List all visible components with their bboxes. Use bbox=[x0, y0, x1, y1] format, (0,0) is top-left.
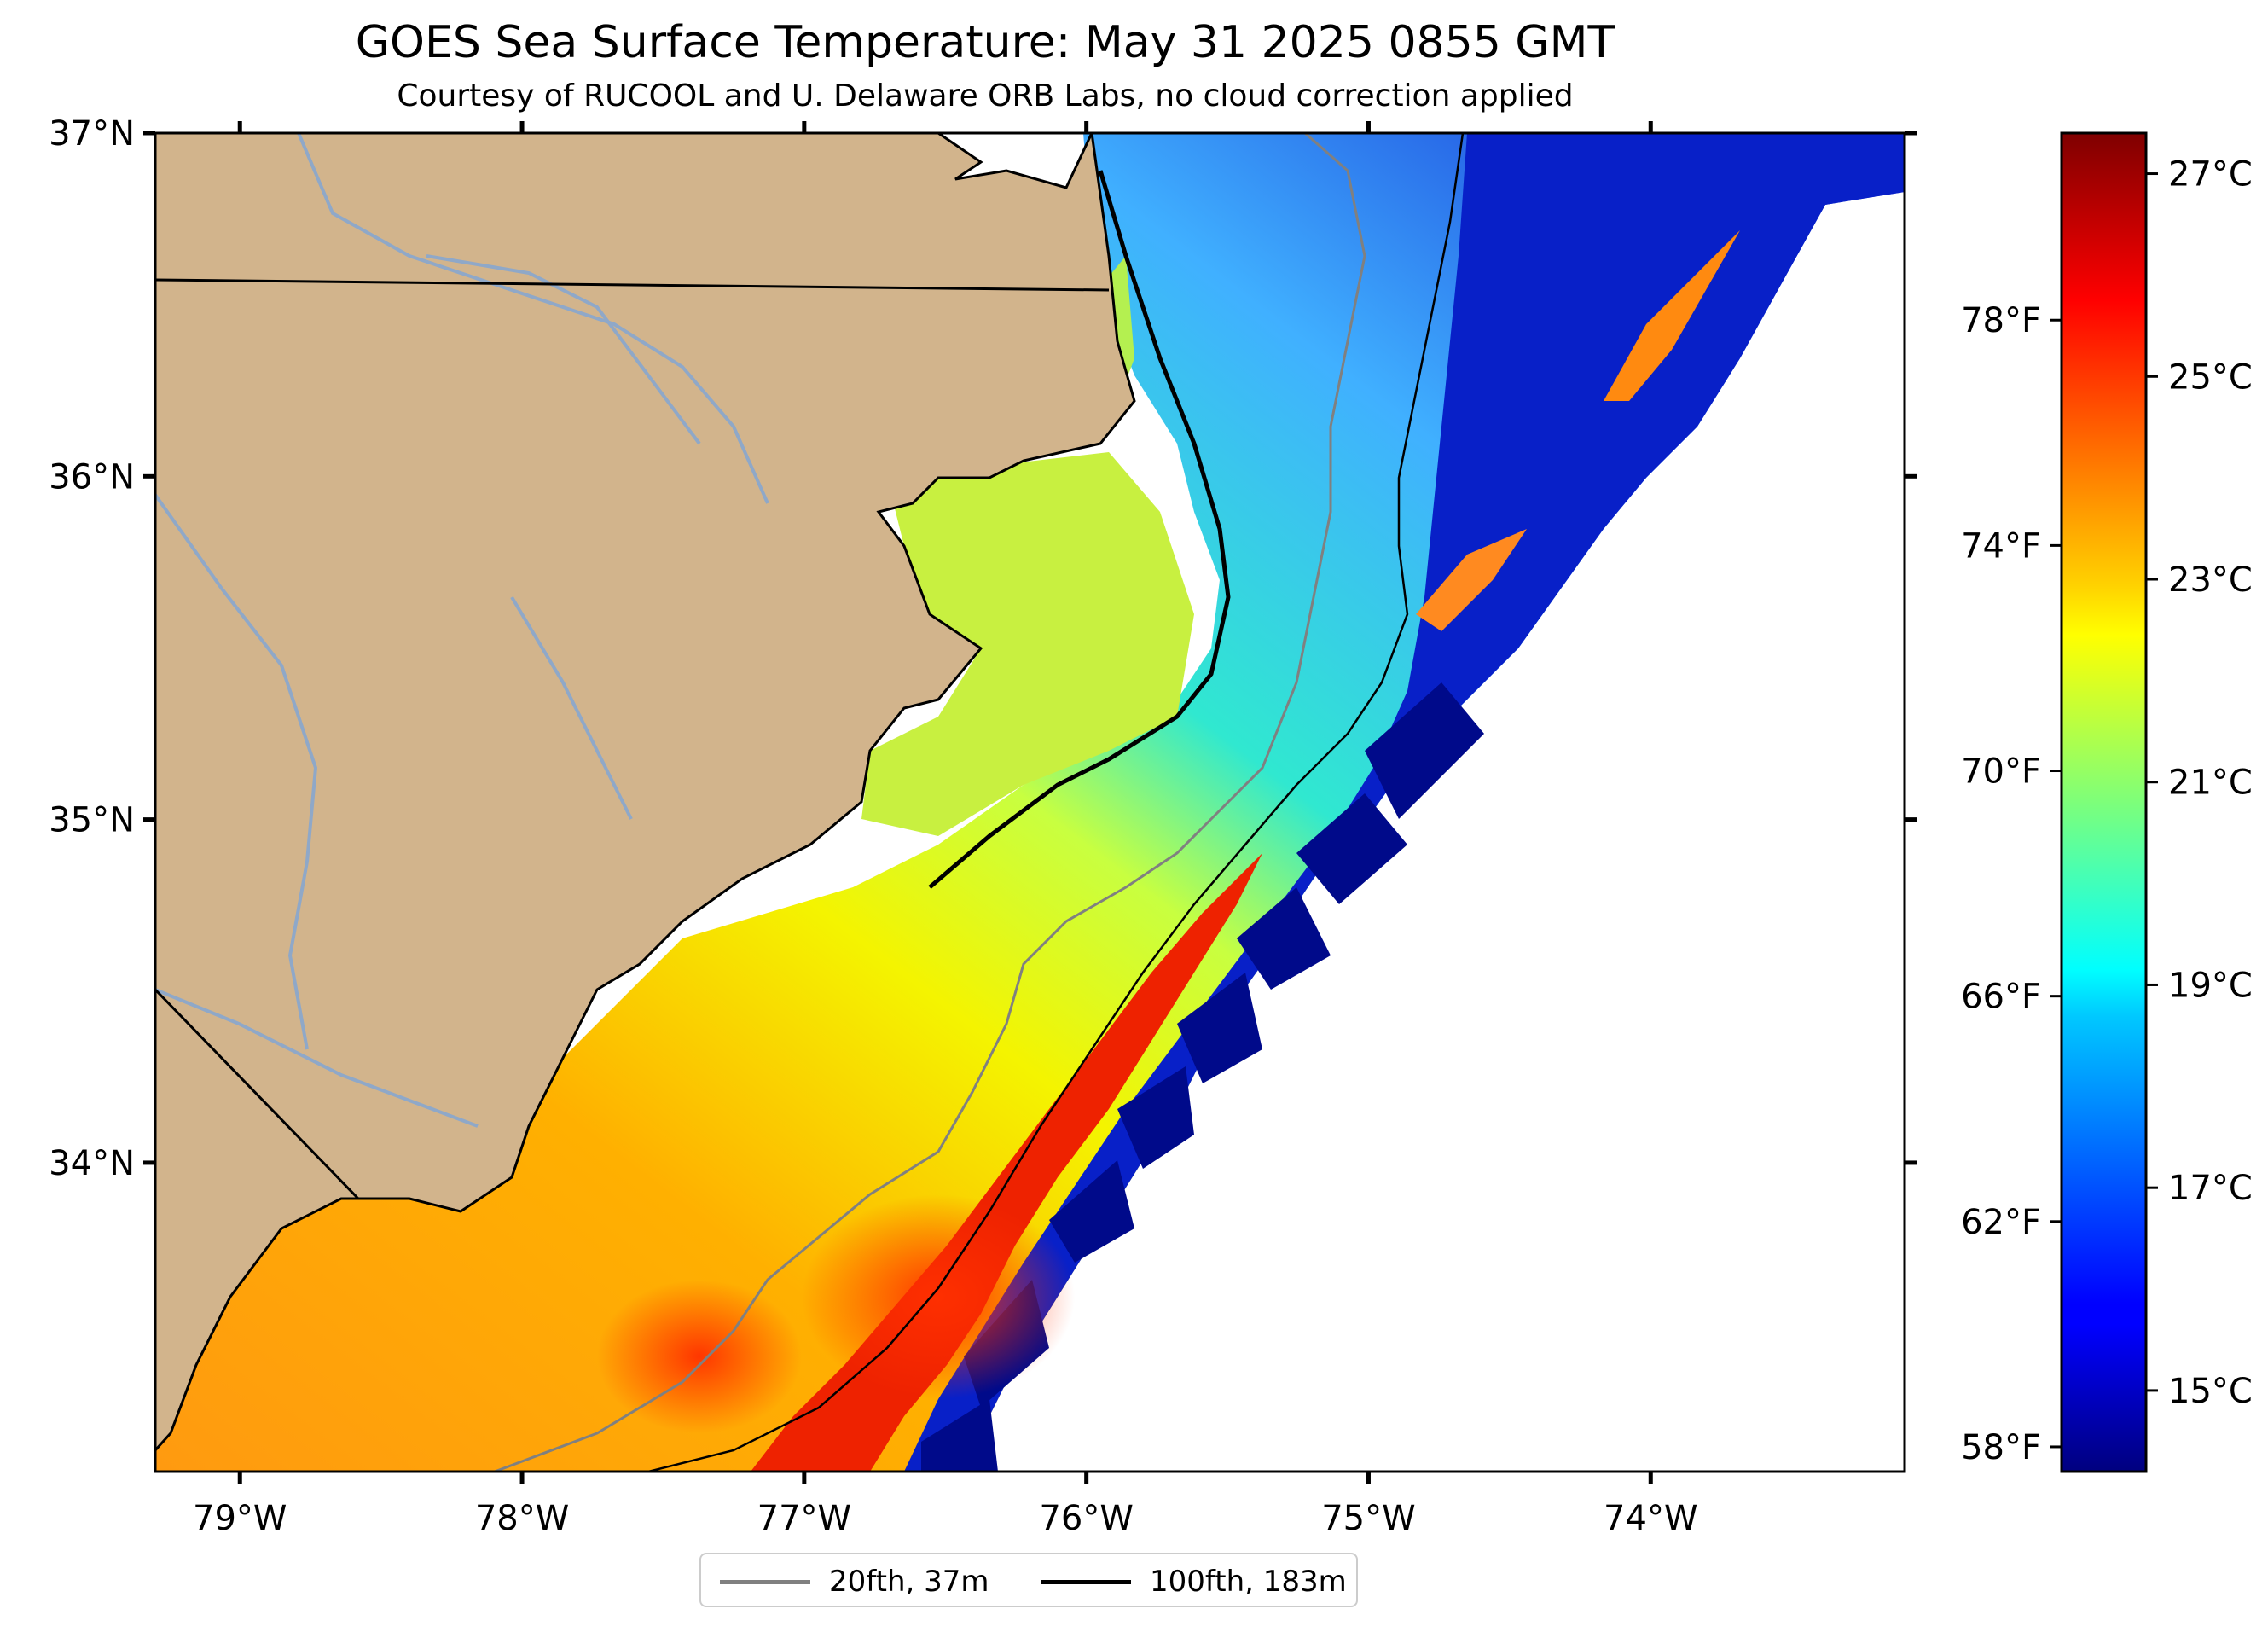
legend-item-20fth: 20fth, 37m bbox=[720, 1563, 989, 1600]
lon-label: 79°W bbox=[193, 1499, 287, 1538]
gulf-stream-filament-north bbox=[1604, 230, 1740, 401]
map-subtitle: Courtesy of RUCOOL and U. Delaware ORB L… bbox=[397, 78, 1574, 113]
celsius-label: 21°C bbox=[2168, 764, 2253, 803]
isobath-20fth bbox=[494, 133, 1366, 1472]
lat-label: 36°N bbox=[49, 457, 135, 497]
map-frame bbox=[154, 131, 1906, 1473]
gulf-stream-filament-mid bbox=[1416, 529, 1527, 631]
celsius-label: 27°C bbox=[2168, 155, 2253, 195]
celsius-label: 23°C bbox=[2168, 560, 2253, 600]
legend: 20fth, 37m 100fth, 183m bbox=[699, 1553, 1358, 1607]
map-title: GOES Sea Surface Temperature: May 31 202… bbox=[355, 17, 1615, 68]
gulf-stream-core bbox=[751, 853, 1262, 1472]
colorbar bbox=[2060, 131, 2148, 1473]
land bbox=[155, 133, 1136, 1453]
lon-label: 78°W bbox=[475, 1499, 569, 1538]
lon-label: 75°W bbox=[1321, 1499, 1415, 1538]
legend-line-gray-icon bbox=[720, 1579, 810, 1584]
latitude-axis: 37°N 36°N 35°N 34°N bbox=[49, 114, 1917, 1183]
celsius-label: 25°C bbox=[2168, 357, 2253, 397]
colorbar-fahrenheit-axis: 78°F 74°F 70°F 66°F 62°F 58°F bbox=[1961, 301, 2062, 1467]
legend-label: 20fth, 37m bbox=[829, 1565, 989, 1599]
pamlico-sound bbox=[861, 452, 1194, 836]
legend-line-black-icon bbox=[1041, 1579, 1131, 1584]
longitude-axis: 79°W 78°W 77°W 76°W 75°W 74°W bbox=[193, 121, 1698, 1538]
celsius-label: 17°C bbox=[2168, 1169, 2253, 1208]
legend-label: 100fth, 183m bbox=[1150, 1565, 1347, 1599]
rivers bbox=[155, 133, 769, 1128]
lon-label: 77°W bbox=[757, 1499, 851, 1538]
fahrenheit-label: 78°F bbox=[1961, 301, 2041, 340]
fahrenheit-label: 58°F bbox=[1961, 1428, 2041, 1467]
lat-label: 34°N bbox=[49, 1144, 135, 1183]
lat-label: 37°N bbox=[49, 114, 135, 154]
isobath-100fth bbox=[647, 133, 1465, 1472]
fahrenheit-label: 66°F bbox=[1961, 978, 2041, 1017]
lat-label: 35°N bbox=[49, 801, 135, 840]
lon-label: 76°W bbox=[1039, 1499, 1133, 1538]
colorbar-celsius-axis: 27°C 25°C 23°C 21°C 19°C 17°C 15°C bbox=[2146, 155, 2253, 1411]
celsius-label: 15°C bbox=[2168, 1372, 2253, 1411]
state-borders bbox=[155, 278, 1110, 1200]
lon-label: 74°W bbox=[1604, 1499, 1697, 1538]
map-panel bbox=[155, 133, 1905, 1472]
fahrenheit-label: 62°F bbox=[1961, 1203, 2041, 1242]
fahrenheit-label: 70°F bbox=[1961, 752, 2041, 792]
fahrenheit-label: 74°F bbox=[1961, 526, 2041, 566]
legend-item-100fth: 100fth, 183m bbox=[1041, 1563, 1347, 1600]
celsius-label: 19°C bbox=[2168, 966, 2253, 1005]
outer-banks bbox=[928, 170, 1231, 889]
